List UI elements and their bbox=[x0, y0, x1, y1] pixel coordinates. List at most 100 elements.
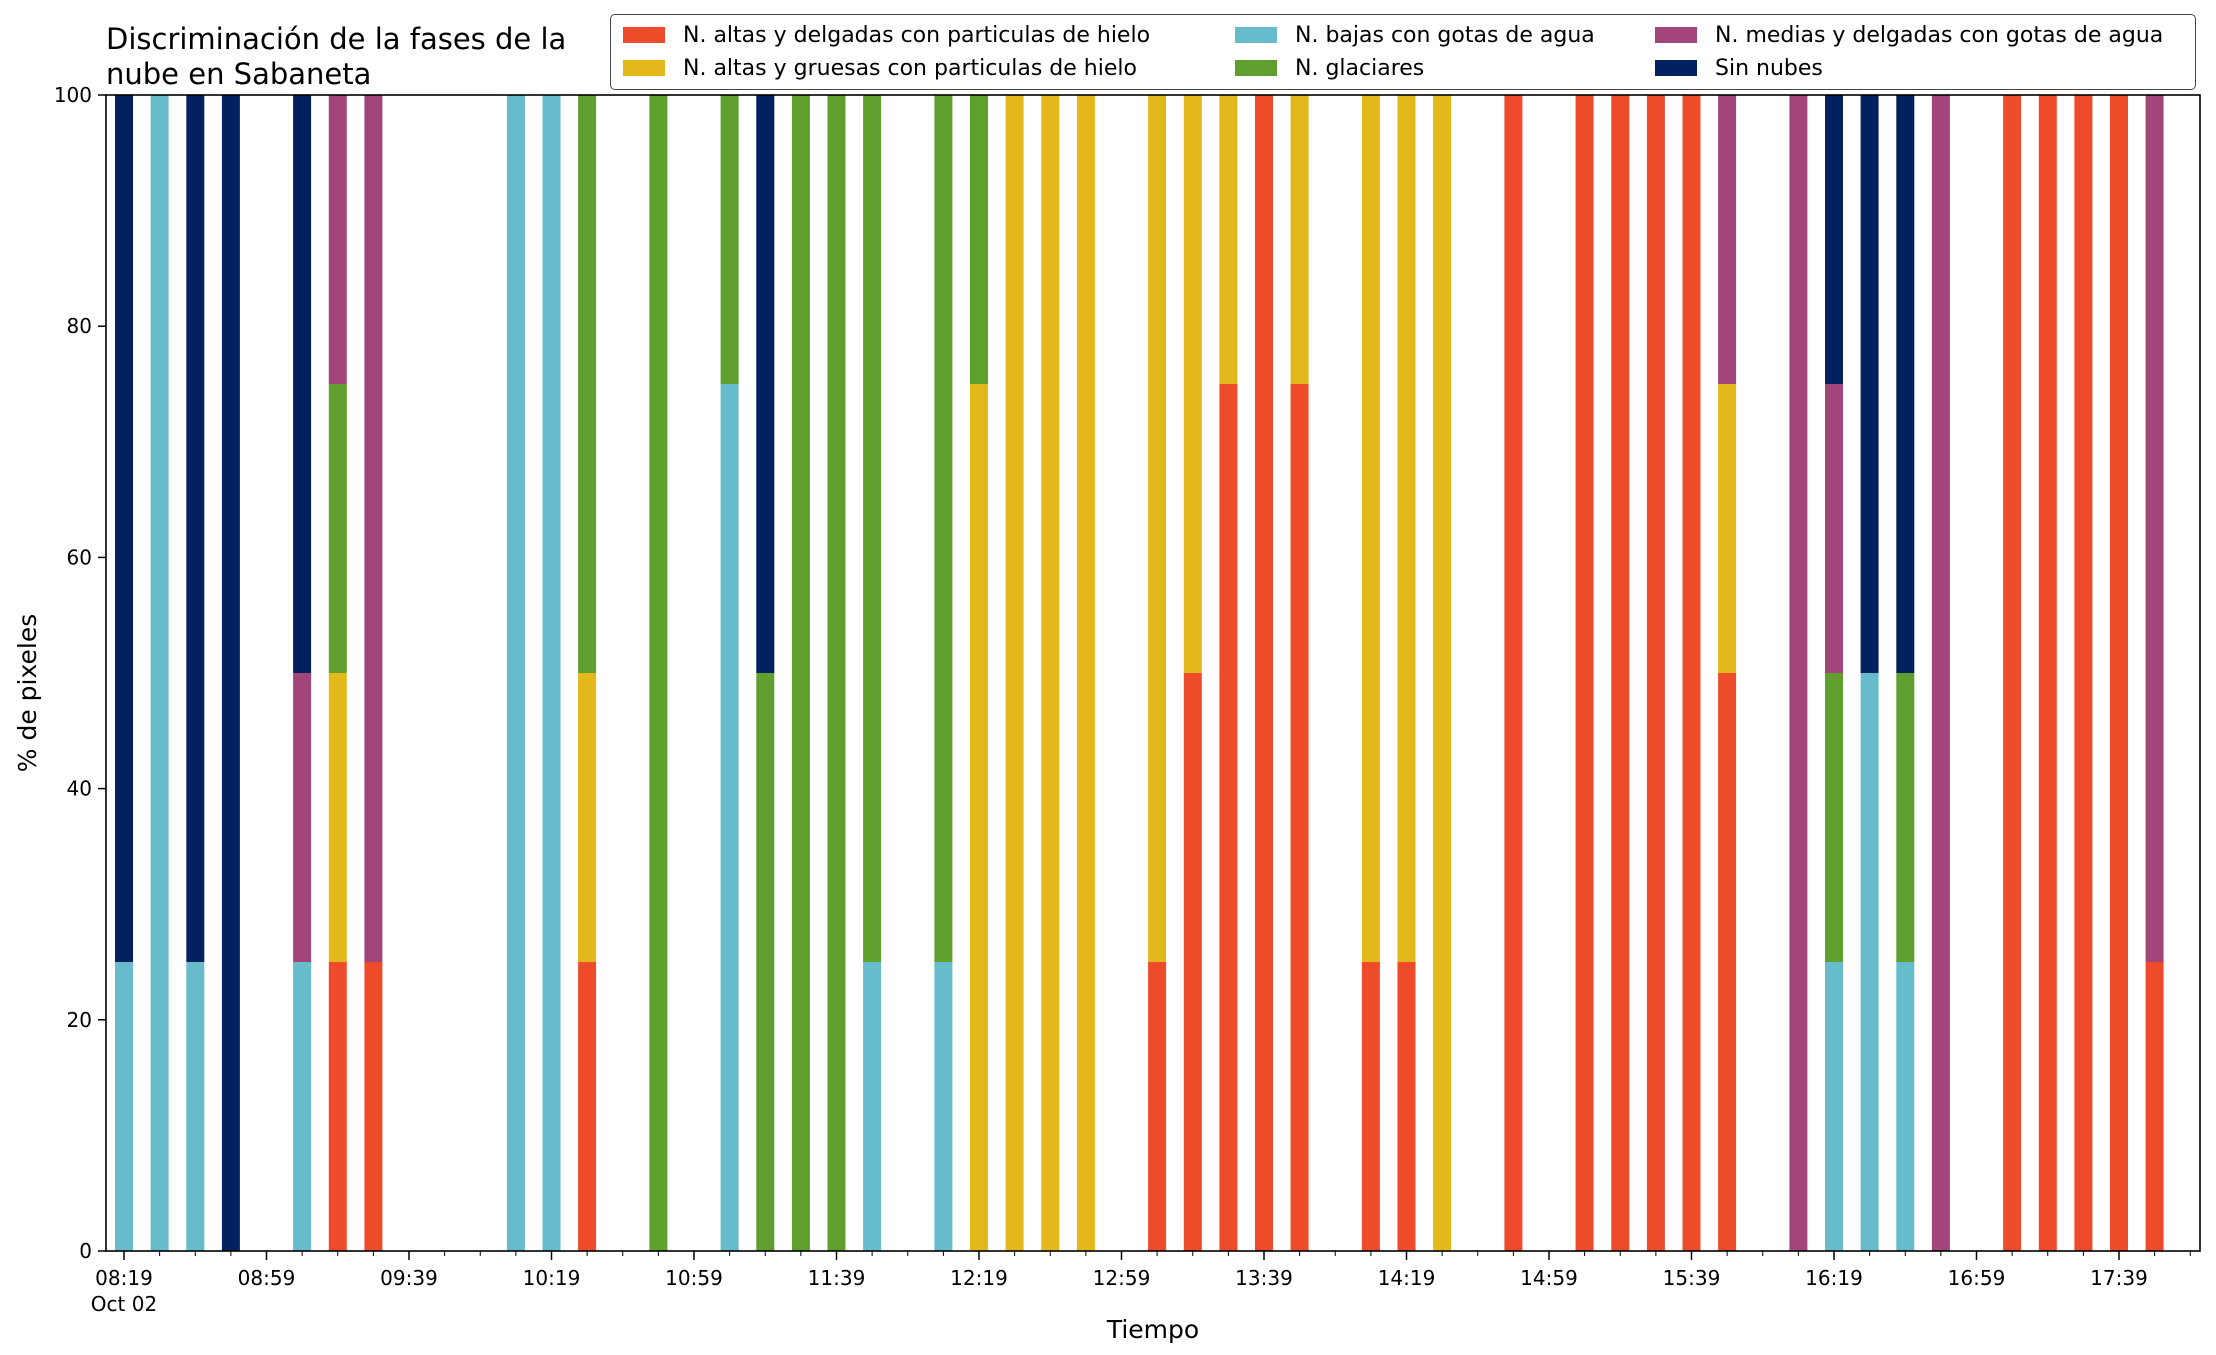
bar-segment bbox=[1646, 95, 1665, 1251]
bar-segment bbox=[578, 673, 597, 962]
bar-segment bbox=[934, 95, 953, 962]
bar-segment bbox=[1896, 673, 1915, 962]
bar-segment bbox=[293, 962, 312, 1251]
bar-segment bbox=[720, 95, 739, 384]
legend-item-altas-gruesas: N. altas y gruesas con particulas de hie… bbox=[623, 53, 1137, 83]
y-tick-label: 100 bbox=[54, 83, 92, 107]
bar-segment bbox=[1148, 95, 1167, 962]
bar-segment bbox=[578, 95, 597, 673]
legend-swatch bbox=[623, 27, 665, 43]
bar-segment bbox=[1896, 962, 1915, 1251]
legend-swatch bbox=[1235, 27, 1277, 43]
x-tick-label: 14:59 bbox=[1520, 1266, 1578, 1290]
bar-segment bbox=[1825, 962, 1843, 1251]
bar-segment bbox=[1718, 384, 1737, 673]
bar-segment bbox=[1183, 95, 1202, 673]
legend-item-glaciares: N. glaciares bbox=[1235, 53, 1424, 83]
chart-title-line-2: nube en Sabaneta bbox=[106, 57, 372, 91]
bar-segment bbox=[1682, 95, 1701, 1251]
bar-segment bbox=[756, 673, 775, 1251]
bar-segment bbox=[1896, 95, 1915, 673]
bar-segment bbox=[293, 673, 312, 962]
bar-segment bbox=[1361, 95, 1380, 962]
bar-segment bbox=[649, 95, 668, 1251]
bar-segment bbox=[578, 962, 597, 1251]
legend-item-sin-nubes: Sin nubes bbox=[1655, 53, 1823, 83]
bar-segment bbox=[756, 95, 775, 673]
bar-segment bbox=[150, 95, 169, 1251]
y-tick-label: 0 bbox=[79, 1239, 92, 1263]
y-axis-label: % de pixeles bbox=[13, 614, 42, 772]
bar-segment bbox=[542, 95, 561, 1251]
x-tick-label: 16:59 bbox=[1948, 1266, 2006, 1290]
bar-segment bbox=[1148, 962, 1167, 1251]
bar-segment bbox=[1718, 673, 1737, 1251]
bar-segment bbox=[1076, 95, 1095, 1251]
bar-segment bbox=[186, 95, 205, 962]
x-tick-label: 12:19 bbox=[950, 1266, 1008, 1290]
bar-segment bbox=[186, 962, 205, 1251]
legend-swatch bbox=[1235, 60, 1277, 76]
bar-segment bbox=[827, 95, 846, 1251]
bar-segment bbox=[1825, 95, 1843, 384]
bar-segment bbox=[293, 95, 312, 673]
bar-segment bbox=[1397, 962, 1416, 1251]
x-tick-label: 10:19 bbox=[523, 1266, 581, 1290]
x-tick-label: 16:19 bbox=[1805, 1266, 1863, 1290]
bar-segment bbox=[2145, 95, 2164, 962]
x-tick-label: 09:39 bbox=[380, 1266, 438, 1290]
bar-segment bbox=[1290, 384, 1309, 1251]
bar-segment bbox=[1860, 95, 1879, 673]
bar-segment bbox=[970, 95, 988, 384]
bar-segment bbox=[2145, 962, 2164, 1251]
bar-segment bbox=[115, 962, 133, 1251]
bar-segment bbox=[1718, 95, 1737, 384]
legend-item-altas-delgadas: N. altas y delgadas con particulas de hi… bbox=[623, 20, 1150, 50]
bar-segment bbox=[1255, 95, 1273, 1251]
chart-title-line-1: Discriminación de la fases de la bbox=[106, 22, 567, 56]
x-tick-label: 08:19 bbox=[95, 1266, 153, 1290]
x-tick-label: 15:39 bbox=[1663, 1266, 1721, 1290]
legend-swatch bbox=[623, 60, 665, 76]
bar-segment bbox=[2038, 95, 2057, 1251]
bar-segment bbox=[720, 384, 739, 1251]
bar-segment bbox=[1183, 673, 1202, 1251]
bar-segment bbox=[1219, 384, 1238, 1251]
bar-segment bbox=[364, 95, 383, 962]
legend-label: N. medias y delgadas con gotas de agua bbox=[1715, 22, 2164, 48]
legend-label: N. altas y delgadas con particulas de hi… bbox=[683, 22, 1151, 48]
x-tick-label: 08:59 bbox=[238, 1266, 296, 1290]
bar-segment bbox=[970, 384, 988, 1251]
x-tick-label: 13:39 bbox=[1235, 1266, 1293, 1290]
bar-segment bbox=[1433, 95, 1452, 1251]
bar-segment bbox=[934, 962, 953, 1251]
bar-segment bbox=[328, 95, 347, 384]
bar-segment bbox=[863, 95, 882, 962]
bar-segment bbox=[221, 95, 240, 1251]
bar-segment bbox=[1504, 95, 1523, 1251]
bar-segment bbox=[1361, 962, 1380, 1251]
x-tick-label: 12:59 bbox=[1093, 1266, 1151, 1290]
chart-title: Discriminación de la fases de la nube en… bbox=[106, 22, 566, 92]
bar-segment bbox=[328, 384, 347, 673]
bar-segment bbox=[1825, 384, 1843, 673]
y-tick-label: 20 bbox=[67, 1008, 92, 1032]
bar-segment bbox=[1860, 673, 1879, 1251]
y-tick-label: 40 bbox=[67, 777, 92, 801]
x-axis-label: Tiempo bbox=[1106, 1315, 1199, 1344]
plot-frame bbox=[105, 94, 2201, 1252]
bar-segment bbox=[1931, 95, 1950, 1251]
bar-segment bbox=[1789, 95, 1808, 1251]
bar-segment bbox=[506, 95, 525, 1251]
y-tick-label: 60 bbox=[67, 545, 92, 569]
bar-segment bbox=[1575, 95, 1594, 1251]
bar-segment bbox=[1005, 95, 1024, 1251]
bar-segment bbox=[115, 95, 133, 962]
legend-item-bajas-agua: N. bajas con gotas de agua bbox=[1235, 20, 1595, 50]
bar-segment bbox=[1219, 95, 1238, 384]
legend-swatch bbox=[1655, 27, 1697, 43]
x-tick-label: 10:59 bbox=[665, 1266, 723, 1290]
legend-label: Sin nubes bbox=[1715, 55, 1823, 81]
